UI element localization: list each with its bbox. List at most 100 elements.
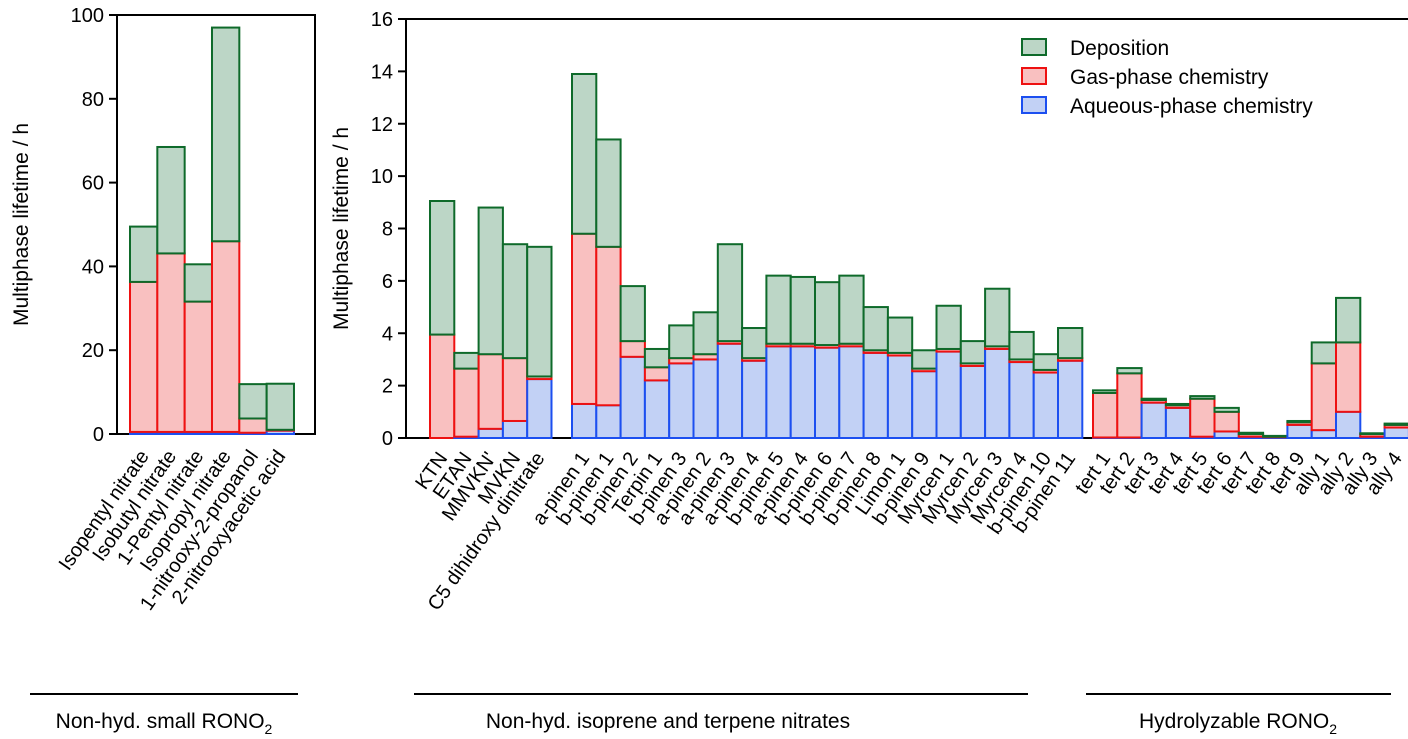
y-axis-label: Multiphase lifetime / h: [330, 127, 353, 330]
right-deposition-bar: [1092, 389, 1119, 394]
right-deposition-bar: [716, 243, 744, 343]
right-aqueous-bar: [838, 345, 865, 439]
right-aqueous-bar: [984, 347, 1011, 439]
right-deposition-bar: [1310, 341, 1337, 365]
legend-label: Gas-phase chemistry: [1070, 66, 1269, 89]
right-gas-bar: [595, 245, 622, 407]
left-deposition-bar: [238, 383, 268, 420]
y-tick-label: 6: [382, 271, 393, 293]
right-aqueous-bar: [862, 351, 889, 439]
right-aqueous-bar: [765, 345, 792, 439]
right-aqueous-bar: [692, 358, 719, 439]
right-deposition-bar: [886, 316, 914, 354]
right-deposition-bar: [1237, 431, 1265, 436]
y-tick-label: 80: [82, 89, 104, 111]
right-aqueous-bar: [501, 419, 529, 439]
right-aqueous-bar: [886, 354, 914, 439]
right-deposition-bar: [1140, 397, 1167, 402]
left-gas-bar: [183, 300, 213, 433]
left-gas-bar: [238, 417, 268, 434]
right-gas-bar: [1092, 391, 1119, 439]
y-tick-label: 8: [382, 219, 393, 241]
y-tick-label: 40: [82, 256, 104, 278]
right-deposition-bar: [765, 274, 792, 345]
left-deposition-bar: [265, 382, 295, 431]
right-deposition-bar: [477, 206, 504, 356]
right-deposition-bar: [1383, 422, 1408, 426]
right-gas-bar: [477, 353, 504, 430]
left-gas-bar: [156, 252, 186, 433]
right-aqueous-bar: [571, 402, 598, 439]
left-deposition-bar: [183, 263, 213, 303]
right-aqueous-bar: [595, 404, 622, 439]
y-tick-label: 12: [371, 114, 393, 136]
right-gas-bar: [1213, 410, 1240, 433]
right-aqueous-bar: [1008, 361, 1035, 439]
right-deposition-bar: [692, 311, 719, 356]
y-tick-label: 10: [371, 166, 393, 188]
y-axis-label: Multiphase lifetime / h: [10, 123, 33, 326]
group-labels: Non-hyd. small RONO2 Non-hyd. isoprene an…: [30, 693, 1391, 737]
right-deposition-bar: [668, 324, 695, 360]
right-aqueous-bar: [1335, 410, 1362, 439]
right-deposition-bar: [429, 200, 456, 336]
right-deposition-bar: [1116, 367, 1143, 375]
right-gas-bar: [1116, 372, 1143, 439]
legend-swatch: [1021, 38, 1047, 56]
legend: Deposition Gas-phase chemistry Aqueous-pha…: [1021, 37, 1313, 118]
right-deposition-bar: [571, 72, 598, 235]
y-tick-label: 16: [371, 9, 393, 31]
y-tick-label: 0: [382, 428, 393, 450]
legend-swatch: [1021, 96, 1047, 114]
legend-swatch: [1021, 67, 1047, 85]
right-gas-bar: [1189, 397, 1216, 438]
right-aqueous-bar: [668, 362, 695, 440]
group-label: Hydrolyzable RONO2: [1139, 710, 1337, 737]
right-deposition-bar: [984, 287, 1011, 348]
right-deposition-bar: [959, 340, 987, 365]
right-deposition-bar: [1213, 406, 1240, 413]
right-aqueous-bar: [643, 379, 671, 440]
left-deposition-bar: [156, 145, 186, 255]
right-deposition-bar: [741, 327, 768, 360]
right-aqueous-bar: [1164, 406, 1192, 439]
left-deposition-bar: [210, 26, 241, 243]
right-gas-bar: [643, 366, 671, 382]
right-deposition-bar: [1164, 402, 1192, 407]
right-deposition-bar: [595, 138, 622, 248]
right-deposition-bar: [1008, 330, 1035, 361]
right-aqueous-bar: [911, 370, 938, 439]
right-deposition-bar: [1359, 432, 1386, 436]
right-deposition-bar: [1286, 419, 1313, 424]
right-gas-bar: [429, 333, 456, 440]
right-deposition-bar: [1032, 353, 1059, 371]
left-gas-bar: [129, 280, 159, 433]
right-gas-bar: [619, 340, 646, 358]
right-deposition-bar: [619, 285, 646, 343]
right-aqueous-bar: [477, 427, 504, 440]
left-deposition-bar: [129, 225, 159, 283]
right-aqueous-bar: [1286, 423, 1313, 439]
legend-label: Aqueous-phase chemistry: [1070, 95, 1313, 118]
right-deposition-bar: [935, 304, 962, 350]
right-deposition-bar: [501, 243, 529, 360]
right-deposition-bar: [1057, 327, 1084, 360]
y-tick-label: 60: [82, 173, 104, 195]
right-deposition-bar: [453, 351, 480, 370]
right-aqueous-bar: [716, 342, 744, 440]
right-aqueous-bar: [741, 359, 768, 440]
right-aqueous-bar: [1310, 429, 1337, 439]
right-gas-bar: [1335, 341, 1362, 413]
right-aqueous-bar: [619, 355, 646, 440]
right-deposition-bar: [1335, 296, 1362, 344]
right-deposition-bar: [911, 349, 938, 370]
legend-label: Deposition: [1070, 37, 1169, 60]
right-deposition-bar: [814, 281, 841, 347]
y-tick-label: 4: [382, 323, 393, 345]
right-deposition-bar: [838, 274, 865, 345]
right-deposition-bar: [1262, 434, 1289, 438]
right-aqueous-bar: [1140, 401, 1167, 440]
right-deposition-bar: [1189, 395, 1216, 400]
